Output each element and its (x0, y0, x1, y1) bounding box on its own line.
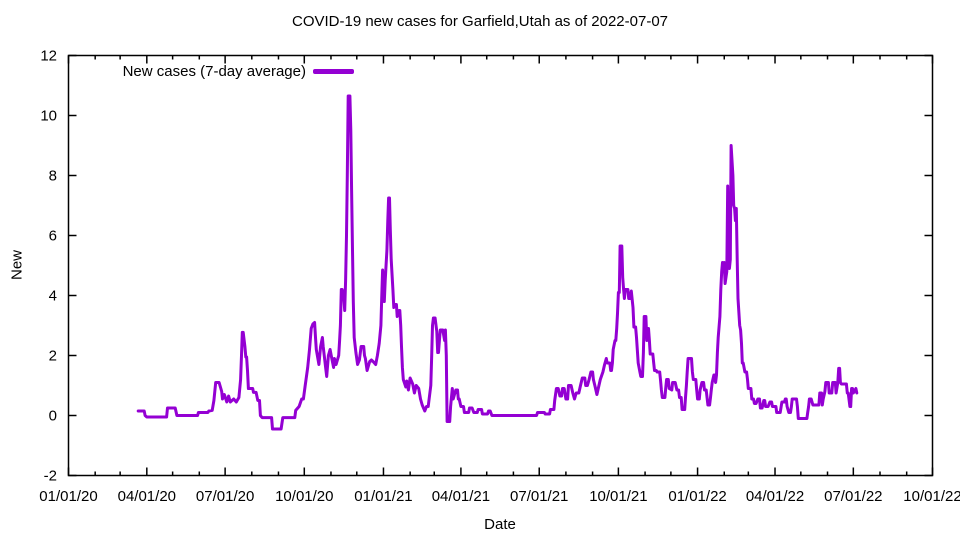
x-tick-label: 04/01/20 (118, 488, 176, 505)
chart-title: COVID-19 new cases for Garfield,Utah as … (291, 13, 669, 30)
x-tick-label: 01/01/21 (354, 488, 412, 505)
plot-border (67, 54, 934, 477)
y-tick-label: 6 (49, 228, 57, 245)
y-axis-label: New (8, 249, 26, 281)
x-tick-label: 07/01/22 (824, 488, 882, 505)
x-axis-label: Date (484, 516, 516, 533)
y-tick-label: 0 (49, 408, 57, 425)
x-tick-label: 10/01/22 (903, 488, 960, 505)
y-tick-label: 12 (40, 48, 57, 65)
x-tick-label: 01/01/20 (39, 488, 97, 505)
x-tick-label: 10/01/21 (589, 488, 647, 505)
y-tick-label: 2 (49, 348, 57, 365)
y-tick-label: 10 (40, 108, 57, 125)
series-line (136, 94, 859, 431)
x-tick-label: 07/01/20 (196, 488, 254, 505)
x-tick-label: 10/01/20 (275, 488, 333, 505)
y-tick-label: 4 (49, 288, 57, 305)
legend-line-sample (313, 69, 354, 74)
x-tick-label: 07/01/21 (510, 488, 568, 505)
y-tick-label: -2 (44, 468, 57, 485)
x-tick-label: 01/01/22 (668, 488, 726, 505)
x-tick-label: 04/01/22 (746, 488, 804, 505)
legend-label: New cases (7-day average) (122, 63, 306, 80)
y-tick-label: 8 (49, 168, 57, 185)
x-tick-label: 04/01/21 (432, 488, 490, 505)
